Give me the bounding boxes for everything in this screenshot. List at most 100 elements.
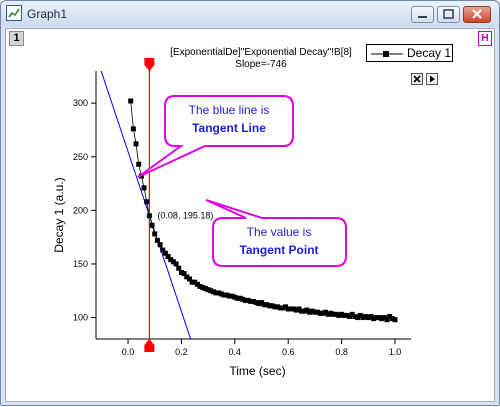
layer-tab-1[interactable]: 1 — [9, 31, 24, 46]
data-point — [336, 312, 342, 318]
x-tick-label: 0.8 — [335, 347, 348, 357]
data-point — [157, 242, 163, 248]
y-tick-label: 250 — [73, 152, 88, 162]
data-point — [275, 304, 281, 310]
tangent-close-button[interactable] — [411, 73, 423, 85]
data-point — [176, 265, 182, 271]
data-point — [309, 308, 315, 314]
play-icon — [430, 75, 435, 83]
data-point — [128, 98, 134, 104]
tangent-play-button[interactable] — [426, 73, 438, 85]
data-point — [285, 306, 291, 312]
data-point — [376, 315, 382, 321]
minimize-button[interactable] — [411, 6, 434, 23]
data-point — [205, 287, 211, 293]
y-tick-label: 200 — [73, 205, 88, 215]
data-point — [200, 285, 206, 291]
data-point — [133, 141, 139, 147]
data-point — [347, 313, 353, 319]
data-point — [384, 317, 390, 323]
data-point — [328, 310, 334, 316]
data-point — [178, 270, 184, 276]
callout-tangent-line-text2: Tangent Line — [192, 121, 266, 135]
data-point — [208, 288, 214, 294]
h-button[interactable]: H — [478, 31, 492, 46]
data-point — [154, 237, 160, 243]
data-point — [152, 231, 158, 237]
data-point — [146, 213, 152, 219]
data-point — [296, 306, 302, 312]
data-point — [333, 311, 339, 317]
data-point — [245, 297, 251, 303]
data-point — [264, 302, 270, 308]
data-point — [162, 250, 168, 256]
data-point — [389, 316, 395, 322]
callout-tangent-line[interactable] — [137, 95, 294, 178]
data-point — [379, 316, 385, 322]
data-point — [210, 289, 216, 295]
x-tick-label: 0.6 — [282, 347, 295, 357]
data-point — [221, 292, 227, 298]
data-point — [194, 281, 200, 287]
data-point — [301, 308, 307, 314]
data-point — [136, 161, 142, 167]
data-point — [242, 297, 248, 303]
data-point — [368, 313, 374, 319]
tangent-marker-handle-bottom[interactable] — [144, 339, 155, 352]
data-point — [197, 283, 203, 289]
legend-symbol — [371, 51, 403, 57]
data-point — [144, 199, 150, 205]
data-point — [272, 304, 278, 310]
data-point — [360, 315, 366, 321]
data-point — [259, 300, 265, 306]
x-tick-label: 0.2 — [175, 347, 188, 357]
data-point — [261, 302, 267, 308]
data-point — [352, 313, 358, 319]
data-point — [317, 310, 323, 316]
data-point — [365, 315, 371, 321]
data-point — [130, 126, 136, 132]
x-tick-label: 1.0 — [389, 347, 402, 357]
data-point — [315, 309, 321, 315]
data-point — [288, 306, 294, 312]
graph-window-icon — [6, 5, 22, 21]
legend-label: Decay 1 — [407, 46, 452, 60]
data-point — [355, 315, 361, 321]
data-point — [192, 279, 198, 285]
data-point — [325, 311, 331, 317]
callout-tangent-point[interactable] — [205, 199, 347, 267]
x-tick-label: 0.0 — [122, 347, 135, 357]
data-point — [248, 298, 254, 304]
data-point — [237, 295, 243, 301]
data-point — [371, 316, 377, 322]
data-point — [189, 279, 195, 285]
legend[interactable]: Decay 1 — [366, 44, 453, 62]
tangent-marker-handle-top[interactable] — [144, 58, 155, 71]
y-tick-label: 100 — [73, 313, 88, 323]
data-point — [234, 295, 240, 301]
data-point — [240, 296, 246, 302]
data-point — [181, 271, 187, 277]
data-point — [392, 317, 398, 323]
close-icon — [413, 75, 421, 83]
data-point — [344, 312, 350, 318]
data-point — [269, 303, 275, 309]
data-point — [283, 304, 289, 310]
data-point — [226, 293, 232, 299]
data-point — [224, 292, 230, 298]
title-bar[interactable]: Graph1 — [1, 1, 499, 27]
data-point — [280, 305, 286, 311]
data-point — [160, 247, 166, 253]
data-point — [186, 276, 192, 282]
maximize-button[interactable] — [437, 6, 460, 23]
data-point — [168, 257, 174, 263]
y-axis-title: Decay 1 (a.u.) — [52, 177, 66, 252]
close-button[interactable] — [463, 6, 491, 23]
tangent-header: [ExponentialDe]"Exponential Decay"!B[8] … — [161, 47, 361, 71]
data-point — [363, 313, 369, 319]
data-point — [184, 274, 190, 280]
data-point — [232, 294, 238, 300]
data-point — [307, 309, 313, 315]
